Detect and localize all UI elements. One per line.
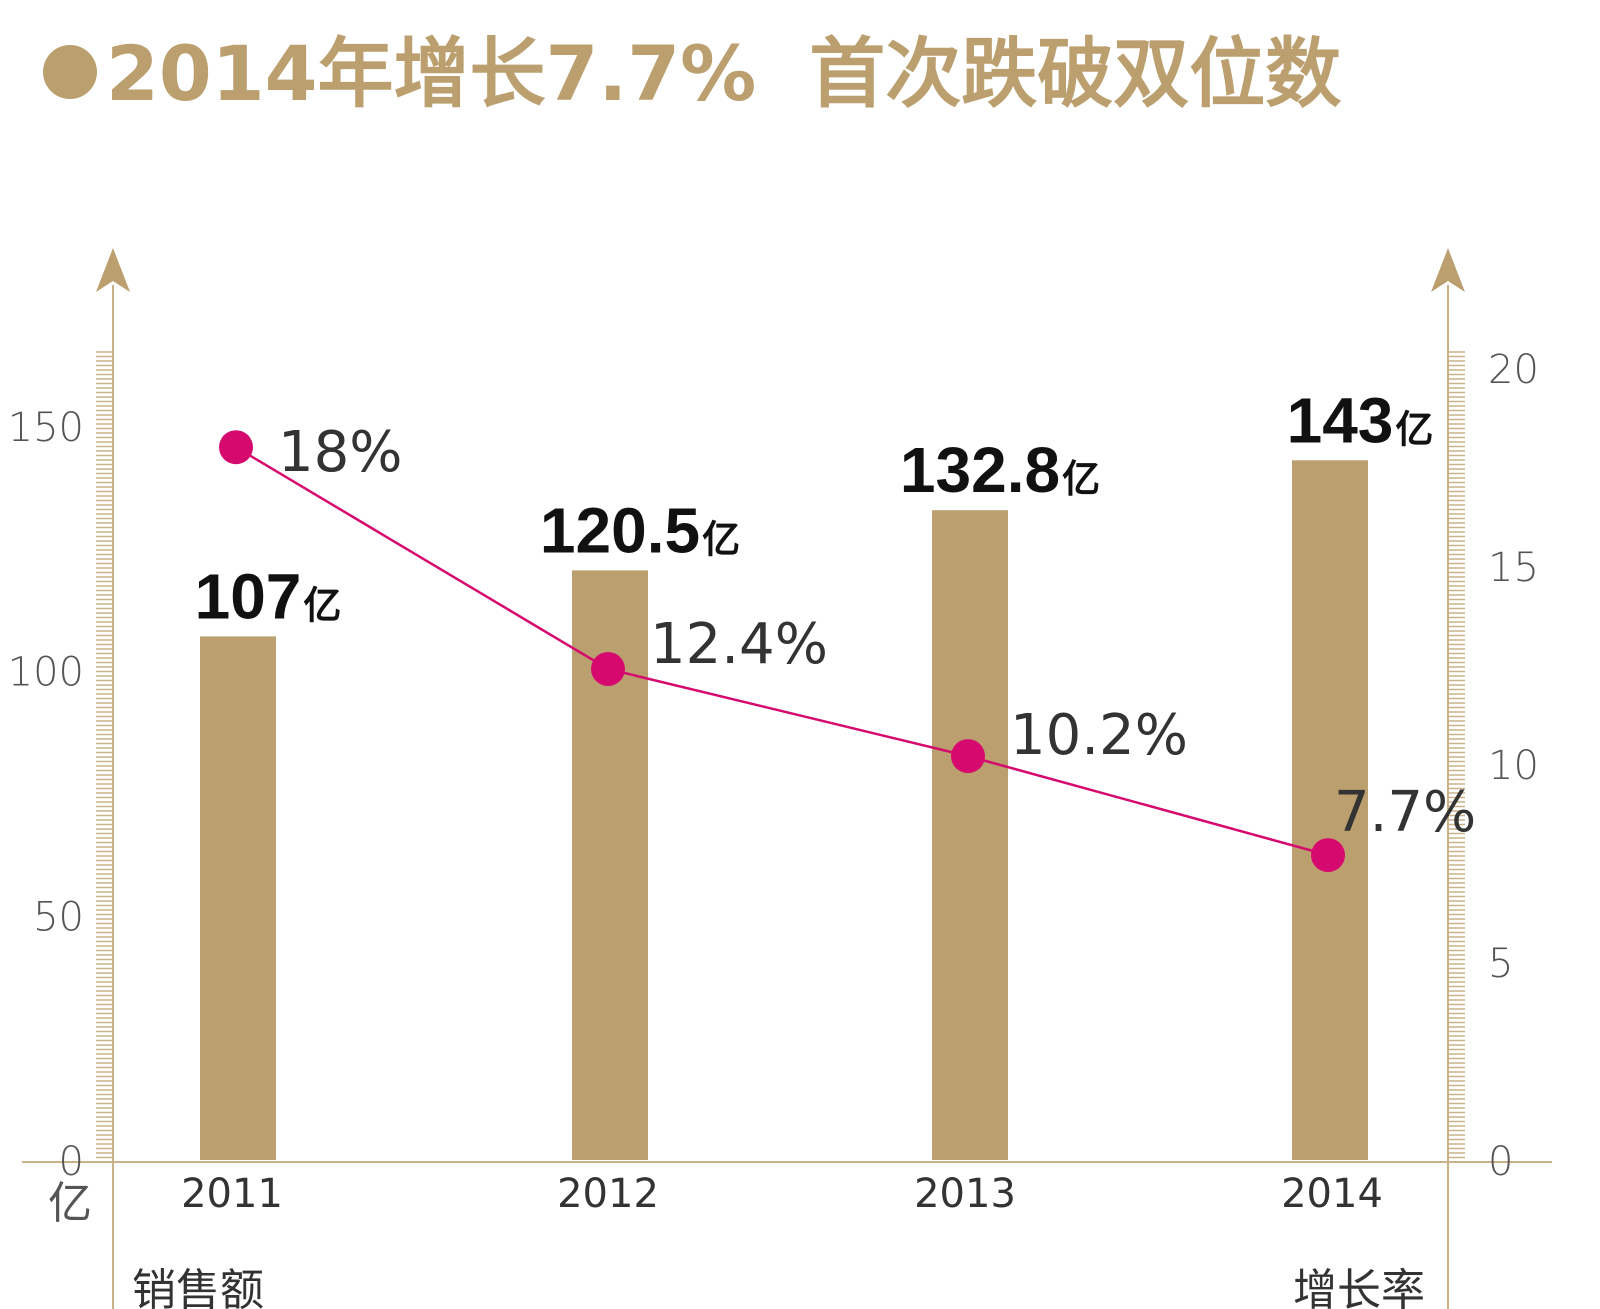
right-axis-tick-label: 0 (1488, 1139, 1513, 1185)
left-axis-tick-label: 0 (59, 1139, 84, 1185)
growth-rate-label: 7.7% (1334, 780, 1476, 845)
left-axis-tick-label: 50 (33, 894, 84, 940)
sales-bar-labels: 107亿 120.5亿 132.8亿 143亿 (195, 384, 1434, 632)
right-axis-ruler (1448, 351, 1465, 1159)
x-axis-year-labels: 2011 2012 2013 2014 (181, 1171, 1383, 1217)
left-axis-tick-label: 150 (8, 405, 84, 451)
growth-rate-point (219, 430, 253, 465)
sales-bar-label: 132.8亿 (900, 434, 1100, 506)
growth-rate-point (1311, 838, 1345, 873)
right-axis-title: 增长率 (1293, 1265, 1425, 1309)
sales-bar-label: 107亿 (195, 560, 342, 632)
growth-rate-series: 18% 12.4% 10.2% 7.7% (219, 420, 1476, 873)
sales-bar (1292, 460, 1368, 1160)
growth-rate-label: 12.4% (650, 612, 828, 677)
right-axis-tick-label: 5 (1488, 941, 1513, 987)
right-axis-ticks: 0 5 10 15 20 (1488, 347, 1539, 1185)
sales-bar (932, 510, 1008, 1160)
left-axis-ticks: 0 50 100 150 (8, 405, 84, 1185)
right-axis-tick-label: 10 (1488, 743, 1539, 789)
x-axis-year-label: 2012 (557, 1171, 659, 1217)
x-axis-year-label: 2011 (181, 1171, 283, 1217)
sales-bar-label: 120.5亿 (540, 494, 740, 566)
x-axis-year-label: 2014 (1281, 1171, 1383, 1217)
growth-rate-point (591, 652, 625, 686)
sales-bars (200, 460, 1368, 1160)
sales-bar (200, 636, 276, 1160)
left-axis-arrow-icon (96, 248, 130, 292)
right-axis-arrow-icon (1431, 248, 1465, 292)
right-axis-tick-label: 20 (1488, 347, 1539, 393)
chart-title: 2014年增长7.7% 首次跌破双位数 (106, 29, 1341, 118)
left-axis-ruler (96, 351, 113, 1159)
right-axis-tick-label: 15 (1488, 545, 1539, 591)
sales-bar-label: 143亿 (1287, 384, 1434, 456)
title-bullet-icon (43, 45, 97, 99)
left-axis-unit: 亿 (48, 1178, 92, 1229)
growth-rate-label: 18% (278, 420, 402, 485)
x-axis-year-label: 2013 (914, 1171, 1016, 1217)
growth-rate-point (951, 739, 985, 774)
left-axis-title: 销售额 (132, 1265, 264, 1309)
growth-rate-label: 10.2% (1010, 703, 1188, 768)
left-axis-tick-label: 100 (8, 650, 84, 696)
growth-rate-line (235, 446, 1329, 857)
